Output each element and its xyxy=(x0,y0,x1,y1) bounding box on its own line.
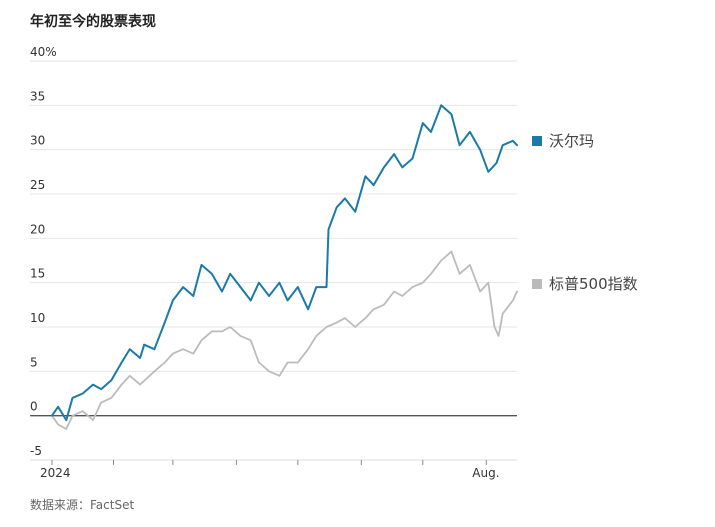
y-tick-label: 10 xyxy=(30,311,45,325)
x-axis: 2024 Aug. xyxy=(30,459,517,480)
legend-label: 标普500指数 xyxy=(549,275,638,293)
y-tick-label: 20 xyxy=(30,222,45,236)
y-tick-label: 40% xyxy=(30,45,57,59)
y-tick-label: 30 xyxy=(30,134,45,148)
grid-lines xyxy=(30,60,517,461)
source-note: 数据来源：FactSet xyxy=(30,497,134,512)
y-tick-label: -5 xyxy=(30,444,42,458)
series-line-sp500 xyxy=(51,250,518,430)
legend-label: 沃尔玛 xyxy=(549,132,594,150)
x-tick-label: Aug. xyxy=(472,466,499,480)
series-line-walmart xyxy=(51,104,518,422)
y-tick-label: 25 xyxy=(30,178,45,192)
legend-swatch xyxy=(532,136,542,146)
y-tick-label: 35 xyxy=(30,89,45,103)
y-axis-labels: 40% 35 30 25 20 15 10 5 0 -5 xyxy=(30,45,57,458)
x-tick-label: 2024 xyxy=(40,466,71,480)
chart-title: 年初至今的股票表现 xyxy=(30,13,156,30)
y-tick-label: 5 xyxy=(30,355,38,369)
legend-swatch xyxy=(532,279,542,289)
series-lines xyxy=(51,104,518,430)
y-tick-label: 0 xyxy=(30,400,38,414)
y-tick-label: 15 xyxy=(30,267,45,281)
